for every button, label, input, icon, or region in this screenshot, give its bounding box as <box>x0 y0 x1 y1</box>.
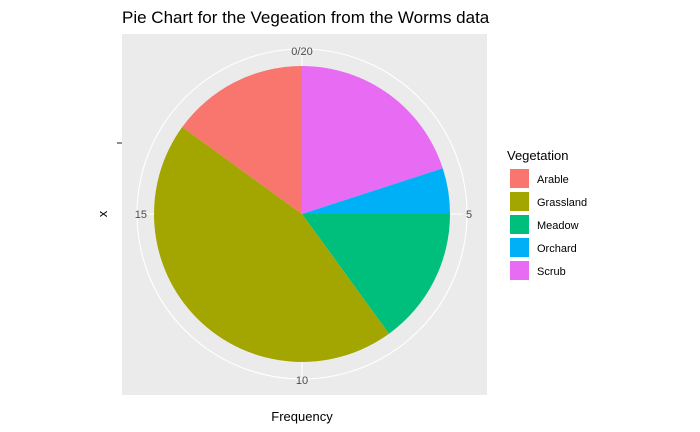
legend-key-meadow <box>510 215 529 234</box>
legend-label-scrub: Scrub <box>537 266 566 278</box>
chart-title: Pie Chart for the Vegeation from the Wor… <box>122 8 490 27</box>
legend-key-orchard <box>510 238 529 257</box>
tick-label-15: 15 <box>135 209 147 221</box>
legend-title: Vegetation <box>507 148 568 163</box>
legend-key-scrub <box>510 261 529 280</box>
tick-label-0: 0/20 <box>291 46 312 58</box>
legend-label-arable: Arable <box>537 174 569 186</box>
legend-label-meadow: Meadow <box>537 220 579 232</box>
legend: Arable Grassland Meadow Orchard Scrub <box>510 169 587 280</box>
tick-label-5: 5 <box>466 209 472 221</box>
pie-slice-arable <box>182 66 302 214</box>
pie-slice-scrub <box>302 66 443 214</box>
legend-label-grassland: Grassland <box>537 197 587 209</box>
legend-label-orchard: Orchard <box>537 243 577 255</box>
pie-slice-grassland <box>154 127 389 362</box>
y-axis-title: x <box>95 210 110 217</box>
pie-slice-orchard <box>302 168 450 214</box>
x-axis-title: Frequency <box>271 409 333 424</box>
pie-slices <box>154 66 450 362</box>
legend-key-grassland <box>510 192 529 211</box>
tick-label-10: 10 <box>296 375 308 387</box>
legend-key-arable <box>510 169 529 188</box>
outer-grid-circle <box>136 48 468 380</box>
pie-slice-meadow <box>302 214 450 334</box>
